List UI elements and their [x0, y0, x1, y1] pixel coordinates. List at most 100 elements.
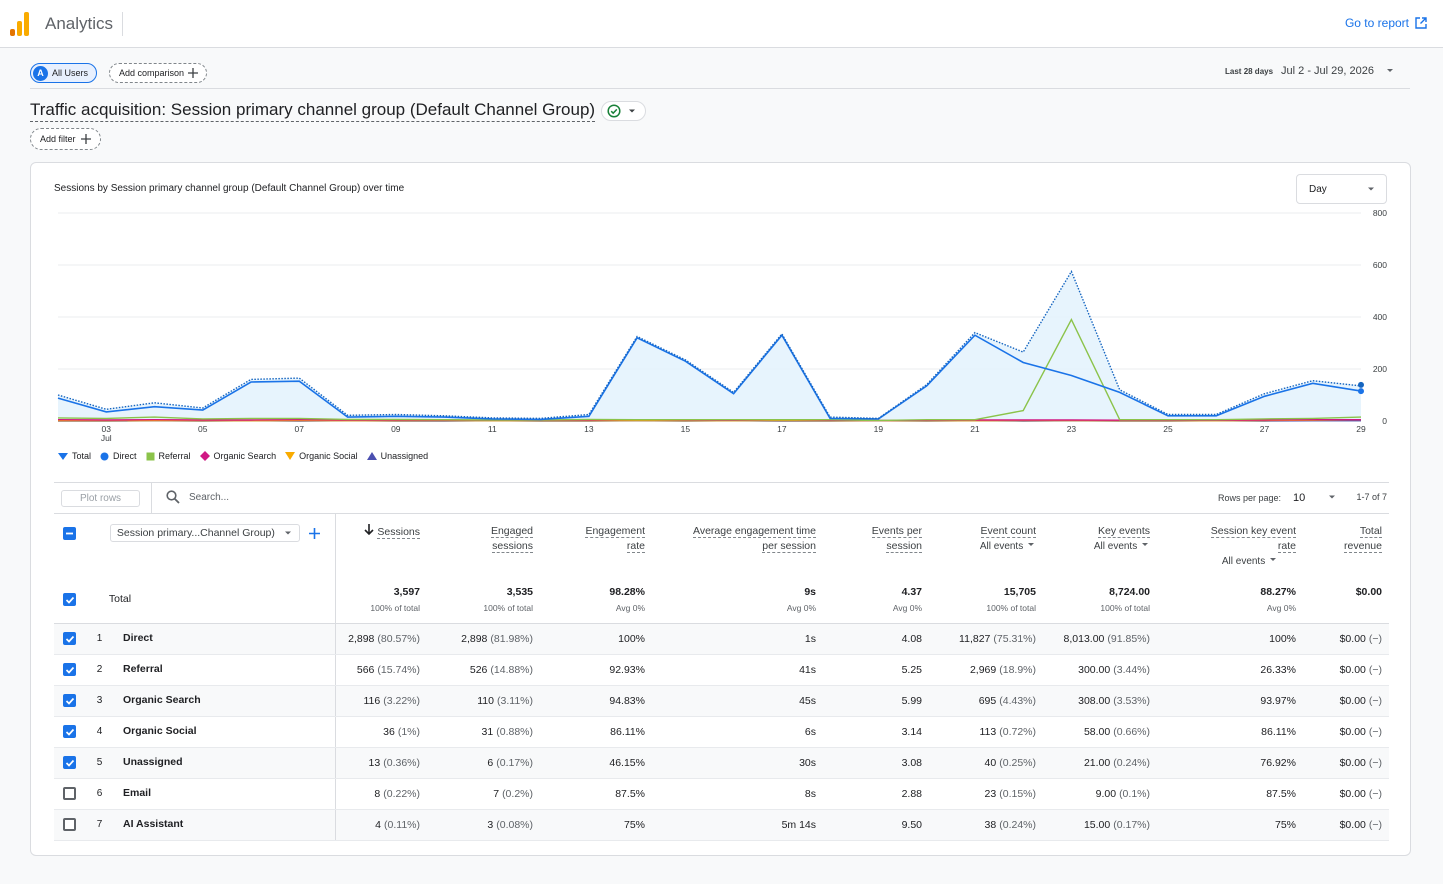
header-events-per-session[interactable]: Events per session [823, 514, 929, 578]
cell-percent: (0.22%) [383, 787, 420, 800]
pagination-label: 1-7 of 7 [1356, 492, 1387, 502]
cell-value: 31 [481, 725, 494, 738]
add-comparison-button[interactable]: Add comparison [109, 63, 208, 83]
header-avg-engagement-time[interactable]: Average engagement time per session [652, 514, 823, 578]
data-table-section: Plot rows Search... Rows per page: 10 1-… [54, 482, 1389, 841]
table-search[interactable]: Search... [166, 490, 229, 504]
divider [122, 12, 123, 36]
total-percent: Avg 0% [786, 603, 816, 613]
row-number: 7 [96, 819, 103, 831]
dimension-selector[interactable]: Session primary...Channel Group) [109, 524, 300, 542]
row-cell: 3.14 [823, 716, 929, 748]
row-cell: 87.5% [540, 778, 652, 810]
table-row[interactable]: 4 Organic Social 36 (1%) 31 (0.88%) 86.11% 6s 3.… [54, 716, 1389, 748]
plot-rows-button[interactable]: Plot rows [61, 490, 140, 507]
total-percent: 100% of total [483, 603, 533, 613]
row-cell: 308.00 (3.53%) [1043, 685, 1157, 717]
table-body: Total 3,597 100% of total 3,535 100% of tot… [54, 578, 1389, 841]
table-row[interactable]: 7 AI Assistant 4 (0.11%) 3 (0.08%) 75% 5m 14s 9.… [54, 809, 1389, 841]
check-icon [65, 635, 74, 643]
row-checkbox[interactable] [63, 725, 76, 738]
header-key-events[interactable]: Key events All events [1043, 514, 1157, 578]
search-icon [166, 490, 180, 504]
plus-icon [80, 134, 91, 144]
row-checkbox[interactable] [63, 694, 76, 707]
legend-item-organic-search[interactable]: Organic Search [199, 451, 276, 461]
header-total-revenue[interactable]: Total revenue [1303, 514, 1389, 578]
header-engaged-sessions[interactable]: Engaged sessions [427, 514, 540, 578]
dropdown-arrow-icon [1270, 558, 1276, 561]
select-all-checkbox[interactable] [63, 526, 76, 540]
table-row[interactable]: 2 Referral 566 (15.74%) 526 (14.88%) 92.93% 41s… [54, 654, 1389, 686]
cell-value: 2.88 [901, 787, 922, 800]
cell-value: 5m 14s [781, 818, 816, 831]
row-label-cell: 3 Organic Search [54, 685, 336, 717]
row-cell: $0.00 (−) [1303, 716, 1389, 748]
report-status-menu[interactable] [601, 101, 647, 121]
cell-value: 3 [487, 818, 494, 831]
legend-item-organic-social[interactable]: Organic Social [285, 451, 358, 461]
event-filter-select[interactable]: All events [1050, 541, 1150, 552]
cell-value: $0.00 [1339, 787, 1366, 800]
add-comparison-label: Add comparison [119, 68, 185, 78]
go-to-report-link[interactable]: Go to report [1345, 16, 1427, 30]
row-label-cell: 1 Direct [54, 623, 336, 655]
row-cell: 41s [652, 654, 823, 686]
series-line-referral [57, 318, 1362, 422]
legend-item-total[interactable]: Total [58, 451, 91, 461]
x-tick-label: 29 [1356, 424, 1366, 434]
date-range-picker[interactable]: Last 28 days Jul 2 - Jul 29, 2026 [1225, 65, 1398, 77]
add-filter-button[interactable]: Add filter [30, 128, 101, 150]
total-value: $0.00 [1355, 586, 1382, 598]
cell-percent: (0.24%) [999, 818, 1036, 831]
all-users-chip[interactable]: A All Users [30, 63, 98, 83]
row-cell: $0.00 (−) [1303, 747, 1389, 779]
dimension-selector-value: Session primary...Channel Group) [116, 527, 275, 539]
cell-percent: (0.15%) [999, 787, 1036, 800]
table-row[interactable]: 3 Organic Search 116 (3.22%) 110 (3.11%) 94.83… [54, 685, 1389, 717]
row-cell: 76.92% [1157, 747, 1303, 779]
legend-item-referral[interactable]: Referral [146, 451, 191, 461]
row-cell: 113 (0.72%) [929, 716, 1043, 748]
row-cell: 86.11% [540, 716, 652, 748]
row-checkbox[interactable] [63, 787, 76, 800]
row-cell: 566 (15.74%) [335, 654, 427, 686]
cell-percent: (0.17%) [1113, 818, 1150, 831]
row-cell: 30s [652, 747, 823, 779]
table-toolbar: Plot rows Search... Rows per page: 10 1-… [54, 482, 1389, 514]
line-chart: 0 200 400 600 800 03 05 07 09 11 13 15 17 19 21 23 25 27 2… [57, 209, 1387, 443]
add-dimension-icon[interactable] [308, 527, 320, 539]
event-filter-select[interactable]: All events [936, 541, 1036, 552]
table-row[interactable]: 6 Email 8 (0.22%) 7 (0.2%) 87.5% 8s 2.88 23 (0.15%… [54, 778, 1389, 810]
row-label: Unassigned [123, 756, 183, 769]
granularity-select[interactable]: Day [1296, 174, 1387, 204]
row-checkbox[interactable] [63, 756, 76, 769]
total-value: 88.27% [1260, 586, 1296, 598]
legend-item-unassigned[interactable]: Unassigned [366, 451, 428, 461]
row-cell: 116 (3.22%) [335, 685, 427, 717]
header-event-count[interactable]: Event count All events [929, 514, 1043, 578]
column-label: per session [762, 540, 816, 553]
cell-percent: (15.74%) [377, 663, 420, 676]
total-cell: 88.27% Avg 0% [1157, 578, 1303, 624]
row-number: 3 [96, 695, 103, 707]
header-sessions[interactable]: Sessions [335, 514, 427, 578]
legend-item-direct[interactable]: Direct [100, 451, 137, 461]
row-checkbox[interactable] [63, 663, 76, 676]
totals-checkbox[interactable] [63, 593, 76, 606]
event-filter-select[interactable]: All events [1164, 556, 1278, 567]
row-checkbox[interactable] [63, 818, 76, 831]
x-tick-label: 25 [1163, 424, 1173, 434]
legend-label: Referral [158, 451, 191, 461]
rows-per-page-select[interactable]: 10 [1293, 492, 1337, 504]
legend-marker-icon [199, 451, 210, 461]
app-name: Analytics [45, 14, 114, 33]
report-title[interactable]: Traffic acquisition: Session primary cha… [30, 100, 596, 122]
table-row[interactable]: 5 Unassigned 13 (0.36%) 6 (0.17%) 46.15% 30s 3.0… [54, 747, 1389, 779]
check-icon [65, 596, 74, 604]
header-session-key-event-rate[interactable]: Session key event rate All events [1157, 514, 1303, 578]
row-checkbox[interactable] [63, 632, 76, 645]
row-cell: 3.08 [823, 747, 929, 779]
table-row[interactable]: 1 Direct 2,898 (80.57%) 2,898 (81.98%) 100% 1s 4… [54, 623, 1389, 655]
header-engagement-rate[interactable]: Engagement rate [540, 514, 652, 578]
